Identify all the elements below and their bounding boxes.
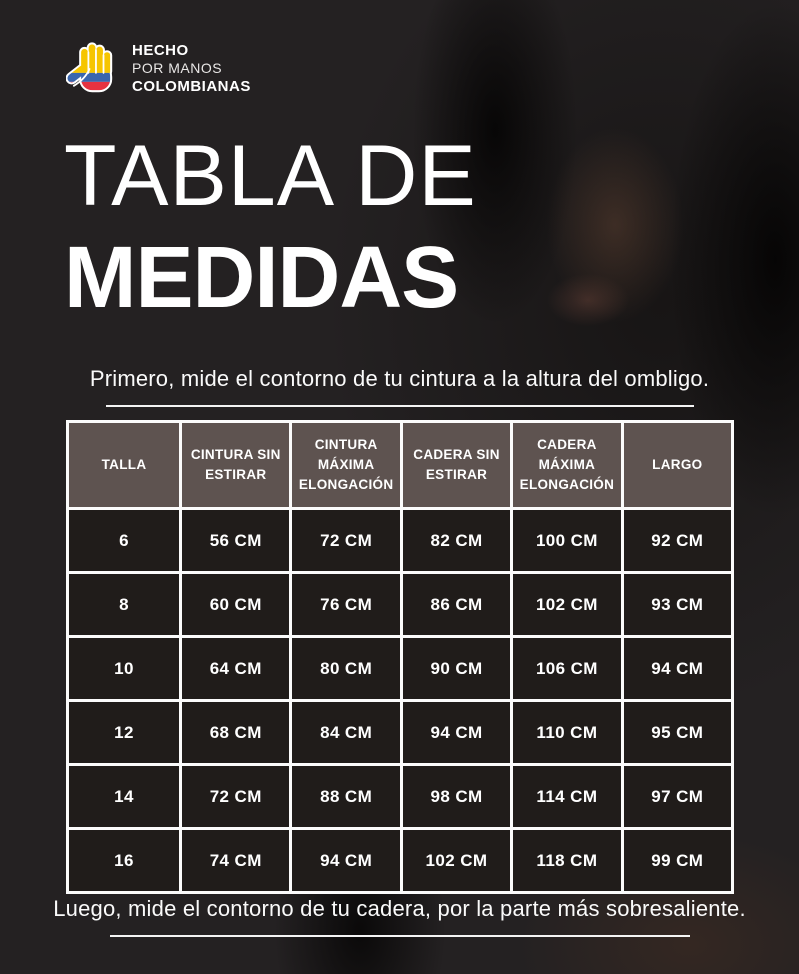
table-cell: 74 CM <box>179 827 293 894</box>
table-row-size-16: 16 74 CM 94 CM 102 CM 118 CM 99 CM <box>65 827 735 894</box>
column-header-largo: LARGO <box>620 420 735 510</box>
instruction-waist-text: Primero, mide el contorno de tu cintura … <box>89 366 710 391</box>
divider-top <box>105 405 694 407</box>
logo-wordmark: HECHO POR MANOS COLOMBIANAS <box>132 42 251 96</box>
table-row-size-14: 14 72 CM 88 CM 98 CM 114 CM 97 CM <box>65 763 735 830</box>
instruction-hip-text: Luego, mide el contorno de tu cadera, po… <box>53 896 746 921</box>
title-line-2: MEDIDAS <box>64 229 459 326</box>
table-cell: 8 <box>65 571 183 638</box>
column-header-cadera-maxima: CADERA MÁXIMA ELONGACIÓN <box>510 420 624 510</box>
table-cell: 97 CM <box>620 763 735 830</box>
table-cell: 94 CM <box>289 827 403 894</box>
table-cell: 80 CM <box>289 635 403 702</box>
table-row-size-6: 6 56 CM 72 CM 82 CM 100 CM 92 CM <box>65 507 735 574</box>
instruction-hip: Luego, mide el contorno de tu cadera, po… <box>0 896 799 937</box>
table-cell: 72 CM <box>289 507 403 574</box>
table-cell: 76 CM <box>289 571 403 638</box>
table-cell: 68 CM <box>179 699 293 766</box>
table-cell: 102 CM <box>399 827 514 894</box>
table-cell: 82 CM <box>399 507 514 574</box>
size-table-header: TALLA CINTURA SIN ESTIRAR CINTURA MÁXIMA… <box>65 420 735 510</box>
table-row-size-8: 8 60 CM 76 CM 86 CM 102 CM 93 CM <box>65 571 735 638</box>
divider-bottom <box>109 935 690 937</box>
column-header-talla: TALLA <box>65 420 183 510</box>
table-cell: 114 CM <box>510 763 624 830</box>
table-cell: 106 CM <box>510 635 624 702</box>
table-cell: 100 CM <box>510 507 624 574</box>
table-cell: 16 <box>65 827 183 894</box>
table-cell: 56 CM <box>179 507 293 574</box>
page-title: TABLA DE MEDIDAS <box>64 126 477 328</box>
logo-line-3: COLOMBIANAS <box>132 77 251 95</box>
table-cell: 90 CM <box>399 635 514 702</box>
table-cell: 118 CM <box>510 827 624 894</box>
header-row: TALLA CINTURA SIN ESTIRAR CINTURA MÁXIMA… <box>65 420 735 510</box>
size-table: TALLA CINTURA SIN ESTIRAR CINTURA MÁXIMA… <box>65 420 735 894</box>
table-cell: 94 CM <box>620 635 735 702</box>
column-header-cintura-sin-estirar: CINTURA SIN ESTIRAR <box>179 420 293 510</box>
table-cell: 110 CM <box>510 699 624 766</box>
logo-line-1: HECHO <box>132 42 189 60</box>
table-cell: 99 CM <box>620 827 735 894</box>
table-cell: 6 <box>65 507 183 574</box>
table-cell: 10 <box>65 635 183 702</box>
table-cell: 72 CM <box>179 763 293 830</box>
column-header-cadera-sin-estirar: CADERA SIN ESTIRAR <box>399 420 514 510</box>
table-cell: 88 CM <box>289 763 403 830</box>
column-header-cintura-maxima: CINTURA MÁXIMA ELONGACIÓN <box>289 420 403 510</box>
size-table-body: 6 56 CM 72 CM 82 CM 100 CM 92 CM 8 60 CM… <box>65 507 735 894</box>
table-cell: 93 CM <box>620 571 735 638</box>
table-cell: 95 CM <box>620 699 735 766</box>
table-row-size-12: 12 68 CM 84 CM 94 CM 110 CM 95 CM <box>65 699 735 766</box>
table-cell: 12 <box>65 699 183 766</box>
table-cell: 86 CM <box>399 571 514 638</box>
table-cell: 94 CM <box>399 699 514 766</box>
table-cell: 14 <box>65 763 183 830</box>
table-cell: 60 CM <box>179 571 293 638</box>
instruction-waist: Primero, mide el contorno de tu cintura … <box>0 366 799 407</box>
table-row-size-10: 10 64 CM 80 CM 90 CM 106 CM 94 CM <box>65 635 735 702</box>
table-cell: 64 CM <box>179 635 293 702</box>
brand-logo: HECHO POR MANOS COLOMBIANAS <box>66 34 251 104</box>
logo-line-2: POR MANOS <box>132 60 223 77</box>
table-cell: 84 CM <box>289 699 403 766</box>
title-line-1: TABLA DE <box>64 128 477 224</box>
table-cell: 92 CM <box>620 507 735 574</box>
hand-colombia-icon <box>66 42 113 93</box>
table-cell: 98 CM <box>399 763 514 830</box>
table-cell: 102 CM <box>510 571 624 638</box>
